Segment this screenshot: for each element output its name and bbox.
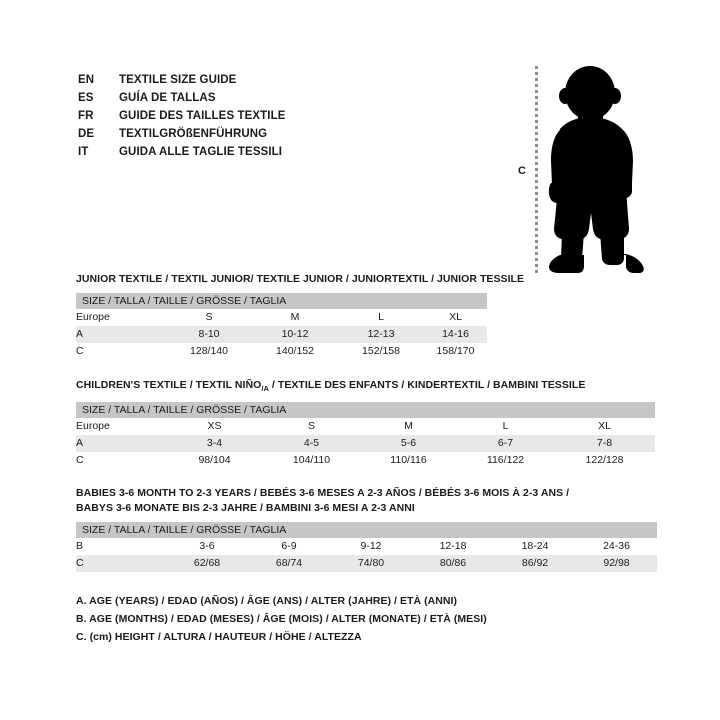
footnote-c: C. (cm) HEIGHT / ALTURA / HAUTEUR / HÖHE… [76, 631, 362, 643]
language-code: DE [78, 128, 95, 140]
footnote-a: A. AGE (YEARS) / EDAD (AÑOS) / ÂGE (ANS)… [76, 595, 458, 607]
cell-value: 3-6 [166, 538, 248, 555]
cell-value: 122/128 [554, 452, 655, 470]
row-label: C [76, 452, 166, 470]
cell-value: 14-16 [424, 326, 487, 343]
band-header-label: SIZE / TALLA / TAILLE / GRÖSSE / TAGLIA [76, 293, 487, 309]
section-title-subscript: /A [261, 384, 269, 394]
section-babies-textile: BABIES 3-6 MONTH TO 2-3 YEARS / BEBÉS 3-… [76, 486, 657, 572]
cell-value: 10-12 [252, 326, 338, 343]
cell-value: 86/92 [494, 555, 576, 572]
language-code: IT [78, 146, 89, 158]
cell-value: 74/80 [330, 555, 412, 572]
footnote-b: B. AGE (MONTHS) / EDAD (MESES) / ÂGE (MO… [76, 613, 487, 625]
cell-value: S [166, 309, 252, 326]
row-label: A [76, 435, 166, 453]
cell-value: 24-36 [576, 538, 657, 555]
language-row: FR GUIDE DES TAILLES TEXTILE [78, 110, 408, 128]
language-title: TEXTILE SIZE GUIDE [119, 74, 237, 86]
cell-value: 6-9 [248, 538, 330, 555]
table-row: B 3-6 6-9 9-12 12-18 18-24 24-36 [76, 538, 657, 555]
cell-value: 4-5 [263, 435, 360, 453]
section-title: JUNIOR TEXTILE / TEXTIL JUNIOR/ TEXTILE … [76, 273, 525, 285]
cell-value: 12-13 [338, 326, 424, 343]
cell-value: 140/152 [252, 343, 338, 360]
cell-value: 5-6 [360, 435, 457, 453]
language-title: TEXTILGRÖßENFÜHRUNG [119, 128, 268, 140]
table-row: C 62/68 68/74 74/80 80/86 86/92 92/98 [76, 555, 657, 572]
height-measure-label: C [518, 165, 526, 177]
language-title: GUIDE DES TAILLES TEXTILE [119, 110, 286, 122]
cell-value: XL [424, 309, 487, 326]
cell-value: M [360, 418, 457, 436]
table-band-header: SIZE / TALLA / TAILLE / GRÖSSE / TAGLIA [76, 522, 657, 538]
cell-value: 12-18 [412, 538, 494, 555]
row-label: B [76, 538, 166, 555]
section-childrens-textile: CHILDREN'S TEXTILE / TEXTIL NIÑO/A / TEX… [76, 378, 655, 470]
language-row: EN TEXTILE SIZE GUIDE [78, 74, 408, 92]
table-row: A 8-10 10-12 12-13 14-16 [76, 326, 487, 343]
cell-value: 80/86 [412, 555, 494, 572]
footnote-legend: A. AGE (YEARS) / EDAD (AÑOS) / ÂGE (ANS)… [76, 594, 487, 645]
section-title-line-2: BABYS 3-6 MONATE BIS 2-3 JAHRE / BAMBINI… [76, 502, 415, 514]
cell-value: L [457, 418, 554, 436]
language-code: FR [78, 110, 94, 122]
table-row: A 3-4 4-5 5-6 6-7 7-8 [76, 435, 655, 453]
language-legend: EN TEXTILE SIZE GUIDE ES GUÍA DE TALLAS … [78, 74, 408, 164]
height-dashed-line [535, 66, 538, 273]
table-row: C 98/104 104/110 110/116 116/122 122/128 [76, 452, 655, 470]
cell-value: XS [166, 418, 263, 436]
language-code: EN [78, 74, 95, 86]
row-label: C [76, 555, 166, 572]
language-row: DE TEXTILGRÖßENFÜHRUNG [78, 128, 408, 146]
cell-value: S [263, 418, 360, 436]
cell-value: L [338, 309, 424, 326]
babies-size-table: SIZE / TALLA / TAILLE / GRÖSSE / TAGLIA … [76, 522, 657, 572]
table-row: C 128/140 140/152 152/158 158/170 [76, 343, 487, 360]
cell-value: 18-24 [494, 538, 576, 555]
row-label: A [76, 326, 166, 343]
section-title: CHILDREN'S TEXTILE / TEXTIL NIÑO/A / TEX… [76, 378, 655, 396]
cell-value: 152/158 [338, 343, 424, 360]
cell-value: 116/122 [457, 452, 554, 470]
row-label: C [76, 343, 166, 360]
cell-value: 104/110 [263, 452, 360, 470]
child-silhouette-icon [548, 66, 644, 273]
table-band-header: SIZE / TALLA / TAILLE / GRÖSSE / TAGLIA [76, 293, 487, 309]
height-measurement-figure: C [500, 55, 690, 285]
cell-value: 92/98 [576, 555, 657, 572]
row-label: Europe [76, 309, 166, 326]
cell-value: 62/68 [166, 555, 248, 572]
section-title-part: / TEXTILE DES ENFANTS / KINDERTEXTIL / B… [268, 379, 586, 391]
cell-value: 9-12 [330, 538, 412, 555]
language-row: ES GUÍA DE TALLAS [78, 92, 408, 110]
section-title-line-1: BABIES 3-6 MONTH TO 2-3 YEARS / BEBÉS 3-… [76, 487, 570, 499]
children-size-table: SIZE / TALLA / TAILLE / GRÖSSE / TAGLIA … [76, 402, 655, 470]
cell-value: 98/104 [166, 452, 263, 470]
cell-value: 3-4 [166, 435, 263, 453]
section-title-part: CHILDREN'S TEXTILE / TEXTIL NIÑO [76, 379, 262, 391]
table-band-header: SIZE / TALLA / TAILLE / GRÖSSE / TAGLIA [76, 402, 655, 419]
cell-value: 128/140 [166, 343, 252, 360]
cell-value: 6-7 [457, 435, 554, 453]
language-row: IT GUIDA ALLE TAGLIE TESSILI [78, 146, 408, 164]
cell-value: 7-8 [554, 435, 655, 453]
language-title: GUÍA DE TALLAS [119, 92, 216, 104]
band-header-label: SIZE / TALLA / TAILLE / GRÖSSE / TAGLIA [76, 402, 655, 419]
table-row: Europe XS S M L XL [76, 418, 655, 436]
junior-size-table: SIZE / TALLA / TAILLE / GRÖSSE / TAGLIA … [76, 293, 487, 360]
cell-value: 68/74 [248, 555, 330, 572]
cell-value: 110/116 [360, 452, 457, 470]
language-code: ES [78, 92, 94, 104]
language-title: GUIDA ALLE TAGLIE TESSILI [119, 146, 283, 158]
section-junior-textile: JUNIOR TEXTILE / TEXTIL JUNIOR/ TEXTILE … [76, 272, 524, 360]
band-header-label: SIZE / TALLA / TAILLE / GRÖSSE / TAGLIA [76, 522, 657, 538]
table-row: Europe S M L XL [76, 309, 487, 326]
cell-value: 8-10 [166, 326, 252, 343]
cell-value: 158/170 [424, 343, 487, 360]
cell-value: XL [554, 418, 655, 436]
row-label: Europe [76, 418, 166, 436]
cell-value: M [252, 309, 338, 326]
